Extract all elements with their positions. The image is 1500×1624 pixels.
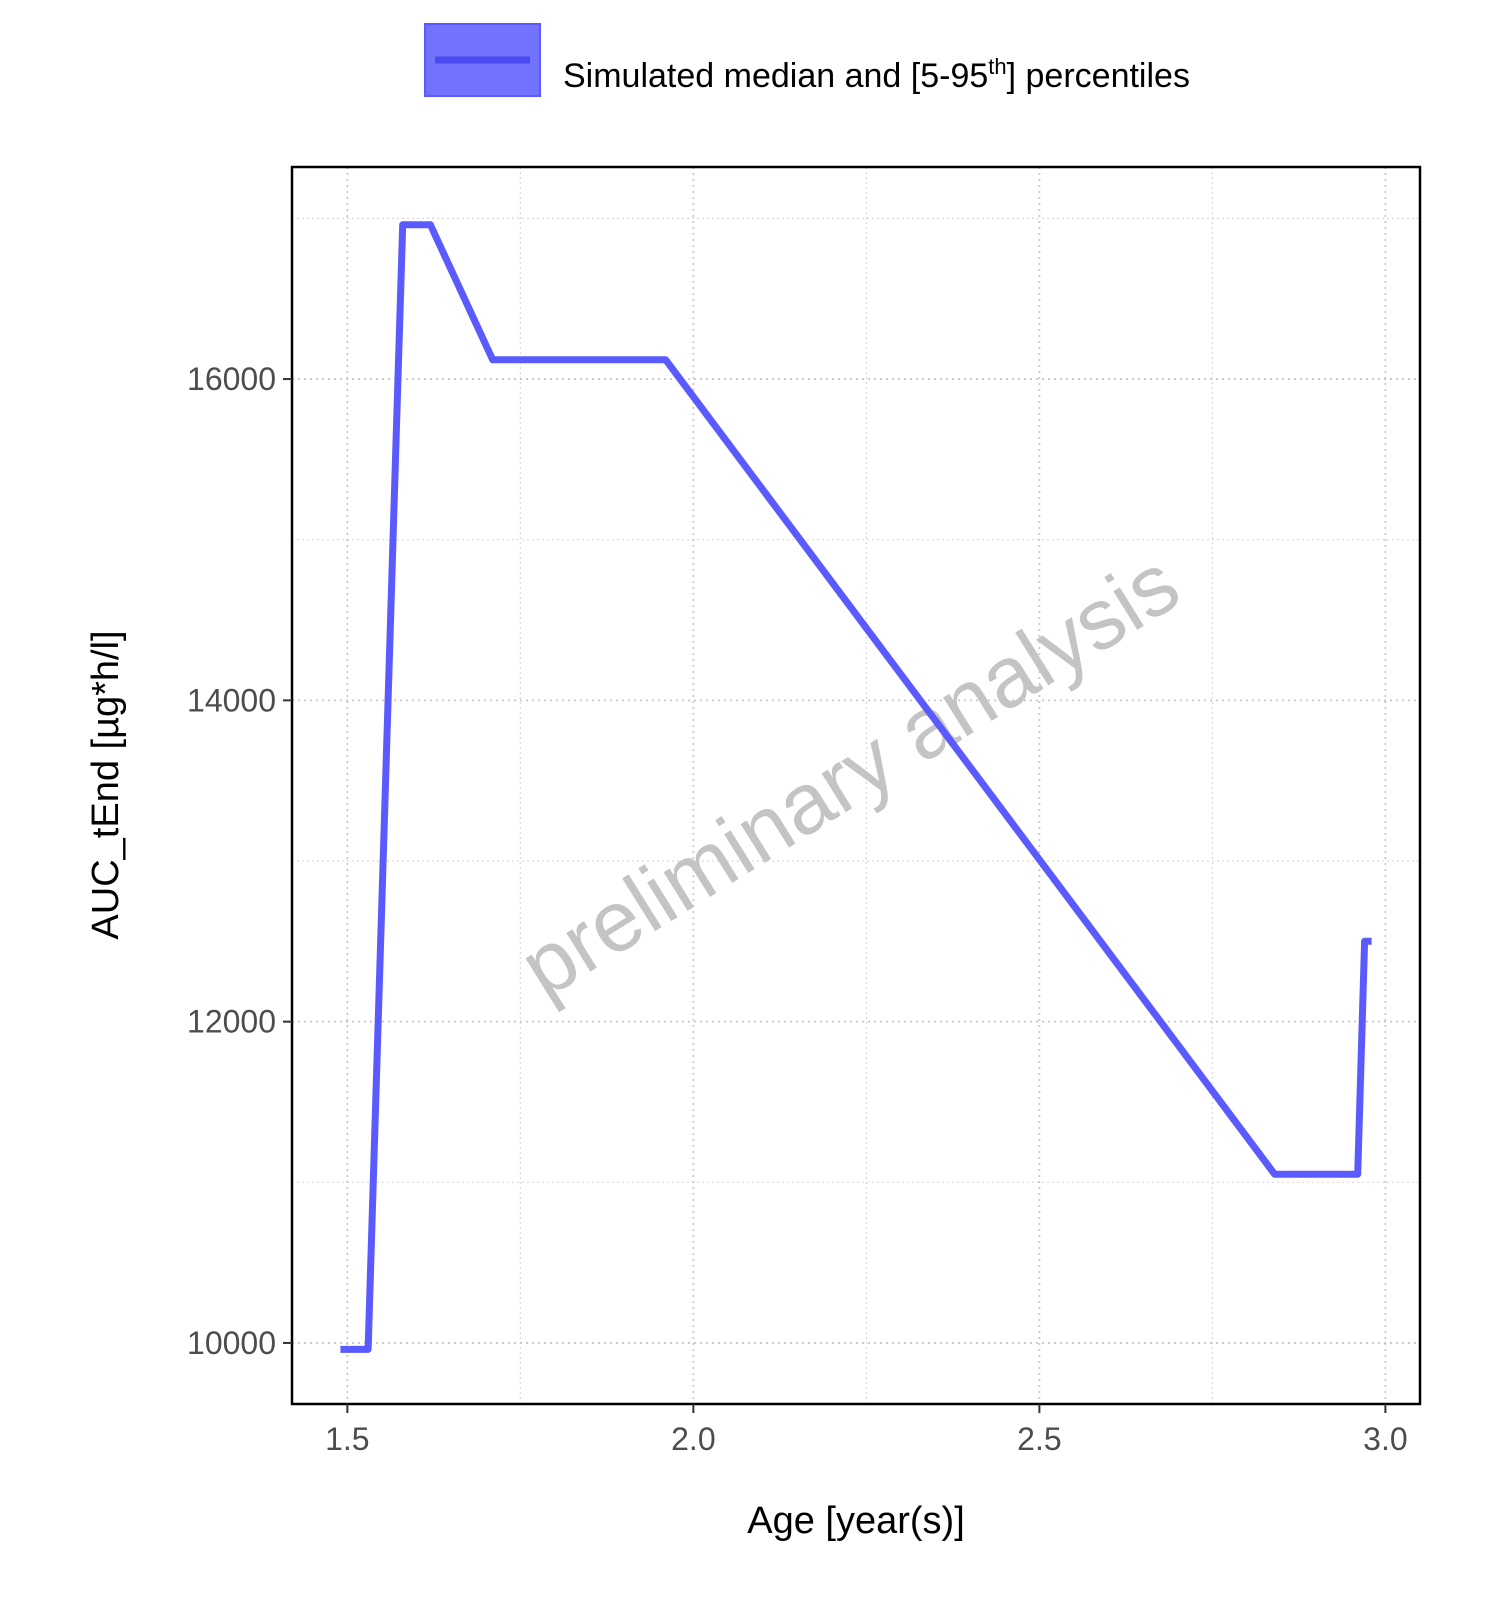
axes: 1.5 2.0 2.5 3.0 10000 12000 14000 16000 <box>187 361 1408 1457</box>
y-tick-label: 10000 <box>187 1325 276 1361</box>
x-tick-label: 2.0 <box>671 1421 715 1457</box>
y-tick-label: 16000 <box>187 361 276 397</box>
series-layer <box>340 221 1372 1353</box>
legend-label-end: ] percentiles <box>1007 57 1190 95</box>
grid <box>292 167 1420 1404</box>
x-axis-title: Age [year(s)] <box>747 1500 965 1542</box>
plot-frame <box>290 165 1422 1406</box>
series-line <box>340 221 1372 1353</box>
x-tick-label: 2.5 <box>1017 1421 1061 1457</box>
y-tick-label: 12000 <box>187 1004 276 1040</box>
legend: Simulated median and [5-95th] percentile… <box>424 23 1190 97</box>
x-tick-label: 3.0 <box>1363 1421 1407 1457</box>
legend-label-superscript: th <box>988 54 1006 79</box>
legend-label: Simulated median and [5-95th] percentile… <box>563 54 1190 95</box>
legend-label-main: Simulated median and [5-95 <box>563 57 988 95</box>
y-axis-title: AUC_tEnd [µg*h/l] <box>85 630 127 939</box>
y-tick-label: 14000 <box>187 682 276 718</box>
x-tick-label: 1.5 <box>325 1421 369 1457</box>
